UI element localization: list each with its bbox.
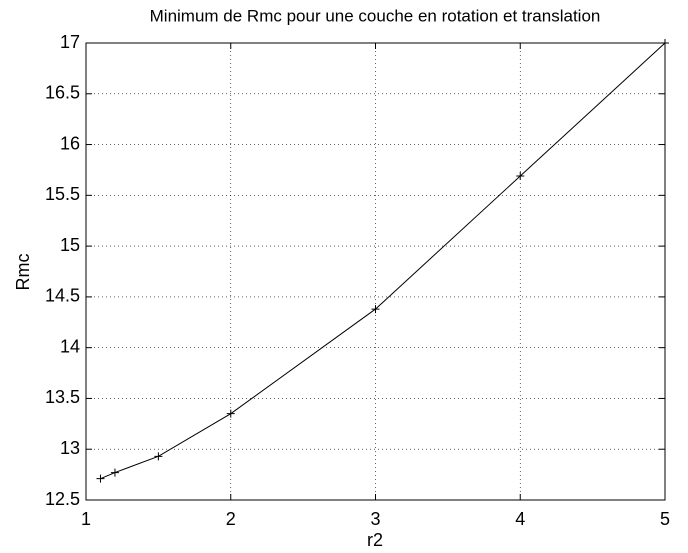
y-tick-label: 17 <box>60 32 80 52</box>
y-tick-label: 15 <box>60 235 80 255</box>
y-tick-label: 13.5 <box>45 387 80 407</box>
chart-title: Minimum de Rmc pour une couche en rotati… <box>150 6 601 25</box>
y-tick-label: 16.5 <box>45 83 80 103</box>
line <box>100 42 666 480</box>
y-tick-label: 12.5 <box>45 489 80 509</box>
marker <box>516 172 525 181</box>
y-tick-label: 15.5 <box>45 184 80 204</box>
marker <box>96 474 105 483</box>
x-axis-label: r2 <box>367 530 383 550</box>
x-tick-label: 3 <box>370 509 380 529</box>
x-tick-label: 1 <box>81 509 91 529</box>
marker <box>154 452 163 461</box>
y-axis-label: Rmc <box>13 254 33 291</box>
y-tick-label: 16 <box>60 133 80 153</box>
marker <box>226 409 235 418</box>
x-tick-label: 2 <box>226 509 236 529</box>
y-tick-label: 14 <box>60 336 80 356</box>
y-tick-label: 13 <box>60 438 80 458</box>
plot-frame <box>85 42 666 501</box>
marker <box>371 305 380 314</box>
x-tick-label: 5 <box>660 509 670 529</box>
marker <box>661 39 669 47</box>
marker <box>110 468 119 477</box>
x-tick-label: 4 <box>515 509 525 529</box>
y-tick-label: 14.5 <box>45 286 80 306</box>
